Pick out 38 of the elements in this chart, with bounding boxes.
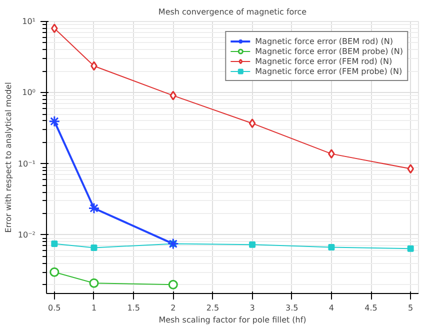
y-tick-label: 10⁻² (18, 230, 36, 240)
x-tick-label: 4 (328, 304, 334, 312)
point (328, 149, 335, 159)
x-tick-label: 2.5 (206, 304, 220, 312)
y-tick-label: 10¹ (22, 17, 36, 26)
chart-title: Mesh convergence of magnetic force (158, 8, 307, 16)
x-tick-label: 3 (250, 304, 255, 312)
point (249, 241, 256, 248)
y-tick-label: 10⁰ (22, 88, 36, 98)
point (90, 244, 98, 251)
x-tick-label: 1.5 (127, 304, 140, 312)
point (328, 244, 335, 251)
point (407, 164, 414, 174)
point (167, 238, 179, 250)
x-tick-label: 4.5 (364, 304, 378, 312)
x-tick-label: 1 (91, 304, 97, 312)
x-tick-label: 3.5 (286, 304, 298, 312)
point (51, 240, 58, 248)
x-tick-label: 0.5 (48, 304, 61, 312)
x-tick-label: 5 (408, 304, 414, 312)
point (90, 61, 98, 71)
point (89, 278, 99, 288)
legend-label: Magnetic force error (FEM probe) (N) (255, 66, 402, 76)
legend-label: Magnetic force error (FEM rod) (N) (255, 56, 392, 66)
x-tick-label: 2 (170, 304, 176, 312)
point (248, 118, 256, 128)
point (48, 116, 60, 128)
legend-label: Magnetic force error (BEM probe) (N) (255, 46, 403, 56)
y-axis-title: Error with respect to analytical model (4, 82, 13, 233)
point (407, 245, 414, 252)
point (51, 24, 58, 34)
x-axis-title: Mesh scaling factor for pole fillet (hf) (158, 316, 306, 324)
y-tick-label: 10⁻¹ (18, 159, 36, 168)
legend-label: Magnetic force error (BEM rod) (N) (255, 36, 393, 46)
point (88, 202, 100, 214)
point (168, 280, 178, 290)
point (50, 267, 60, 277)
point (170, 90, 177, 100)
